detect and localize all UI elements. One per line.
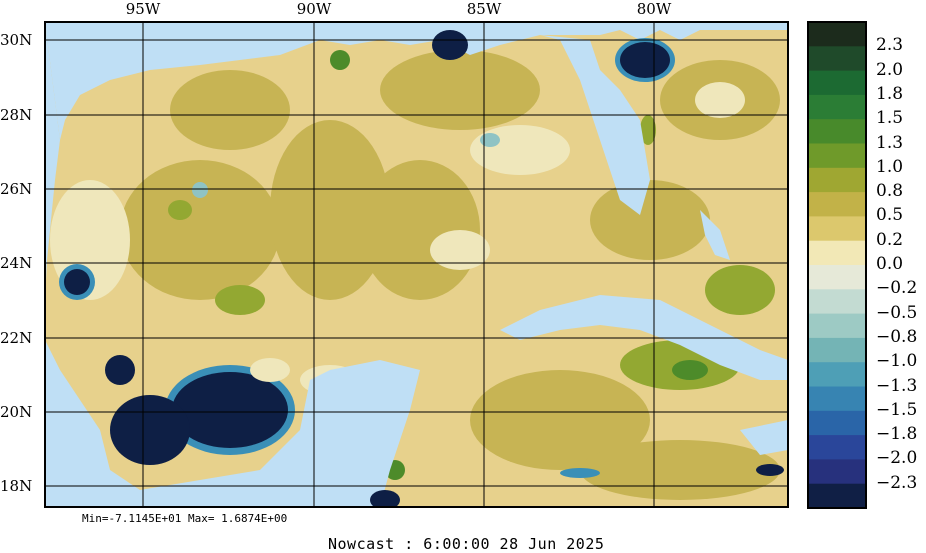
land-areas [45,22,788,507]
colorbar-tick-label: 1.3 [876,132,904,153]
colorbar-tick-label: −0.2 [876,278,918,299]
colorbar-swatch [808,94,866,120]
colorbar-swatch [808,410,866,436]
lon-label-95w: 95W [125,0,161,18]
colorbar-tick-label: −1.8 [876,424,918,445]
lat-label-28n: 28N [0,106,33,124]
colorbar-swatch [808,22,866,47]
colorbar-swatch [808,216,866,242]
lon-label-90w: 90W [296,0,332,18]
colorbar-tick-label: −1.3 [876,375,918,396]
nowcast-timestamp: Nowcast : 6:00:00 28 Jun 2025 [328,535,605,553]
colorbar-tick-label: −0.5 [876,302,918,323]
colorbar-tick-label: 0.2 [876,229,904,250]
colorbar-tick-label: 1.5 [876,108,904,129]
colorbar-swatch [808,70,866,96]
min-max-readout: Min=-7.1145E+01 Max= 1.6874E+00 [82,512,288,525]
colorbar-tick-label: 1.8 [876,83,904,104]
colorbar-swatch [808,459,866,485]
colorbar-tick-label: 0.8 [876,181,904,202]
colorbar-tick-label: −2.3 [876,472,918,493]
colorbar-swatch [808,240,866,266]
very-high-positive-areas [330,50,708,480]
colorbar-tick-label: −1.0 [876,351,918,372]
colorbar-swatch [808,337,866,363]
colorbar-tick-label: 0.5 [876,205,904,226]
colorbar-tick-label: 2.3 [876,35,904,56]
lon-label-85w: 85W [466,0,502,18]
graticule [45,22,788,507]
lat-label-18n: 18N [0,477,33,495]
colorbar-swatch [808,46,866,72]
colorbar-tick-label: −1.5 [876,399,918,420]
colorbar [808,22,866,509]
colorbar-swatch [808,289,866,315]
colorbar-swatch [808,483,866,509]
colorbar-swatch [808,167,866,193]
colorbar-tick-label: −2.0 [876,448,918,469]
lat-label-30n: 30N [0,31,33,49]
lat-label-22n: 22N [0,329,33,347]
colorbar-swatch [808,119,866,144]
colorbar-swatch [808,143,866,169]
colorbar-swatch [808,362,866,387]
colorbar-frame [807,21,867,509]
mid-positive-areas [120,50,780,500]
colorbar-tick-label: −0.8 [876,326,918,347]
colorbar-tick-label: 1.0 [876,156,904,177]
lat-label-26n: 26N [0,180,33,198]
lat-label-24n: 24N [0,254,33,272]
colorbar-tick-label: 2.0 [876,59,904,80]
map-frame [44,21,789,508]
colorbar-swatch [808,265,866,290]
colorbar-swatch [808,313,866,339]
colorbar-swatch [808,435,866,460]
colorbar-swatch [808,192,866,217]
colorbar-swatch [808,386,866,412]
lat-label-20n: 20N [0,403,33,421]
lon-label-80w: 80W [636,0,672,18]
colorbar-tick-label: 0.0 [876,254,904,274]
